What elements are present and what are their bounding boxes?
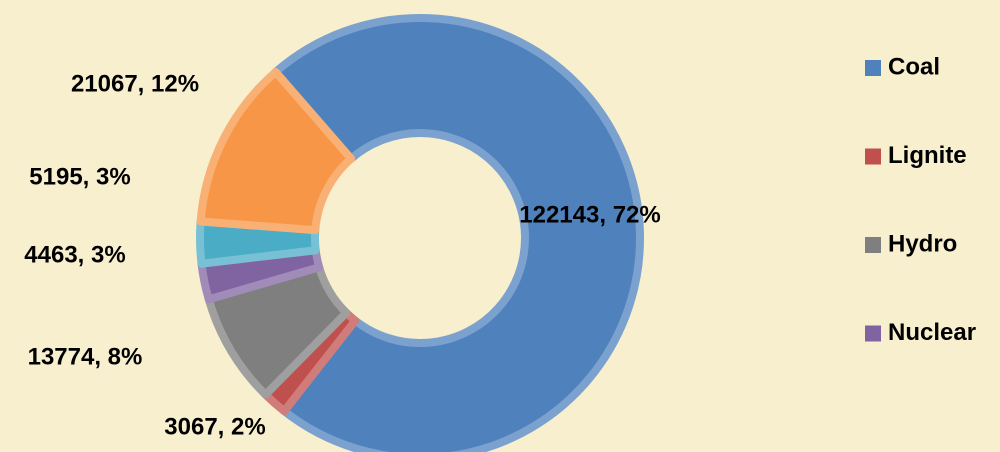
legend-label: Coal [888,53,940,80]
data-label: 5195, 3% [29,163,130,190]
legend-swatch [865,148,881,165]
data-label: 3067, 2% [164,413,265,440]
legend-swatch [865,60,881,76]
legend-label: Lignite [888,142,967,169]
legend-swatch [865,325,881,342]
data-label: 21067, 12% [71,70,199,97]
data-label: 122143, 72% [519,201,660,228]
legend-label: Hydro [888,230,957,257]
donut-slice [271,14,644,452]
legend-label: Nuclear [888,319,976,346]
data-label: 4463, 3% [24,241,125,268]
data-label: 13774, 8% [28,343,143,370]
donut-slice [196,67,356,235]
legend-swatch [865,237,881,253]
